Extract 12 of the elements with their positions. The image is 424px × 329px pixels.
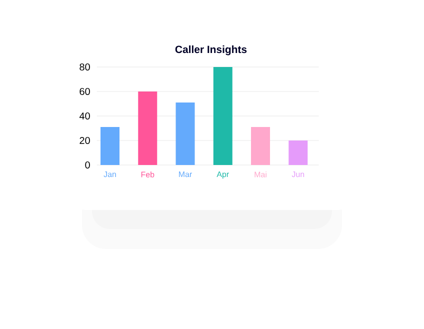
y-tick-label: 0 xyxy=(85,161,90,169)
bar xyxy=(288,140,308,165)
bar xyxy=(100,127,120,165)
chart-title: Caller Insights xyxy=(175,45,247,56)
bar xyxy=(213,67,232,165)
y-tick-label: 80 xyxy=(80,63,90,71)
y-tick-label: 60 xyxy=(80,88,90,96)
y-tick-label: 20 xyxy=(80,136,90,144)
bar xyxy=(176,102,195,165)
bar xyxy=(138,92,158,165)
y-tick-label: 40 xyxy=(79,112,90,120)
bar xyxy=(251,127,270,165)
